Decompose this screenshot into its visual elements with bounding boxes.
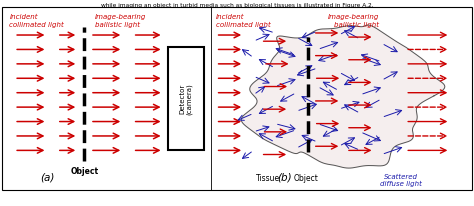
Text: (a): (a) [40, 172, 55, 182]
Bar [2, 7, 472, 190]
Polygon shape [241, 25, 445, 168]
Text: Incident
collimated light: Incident collimated light [216, 14, 271, 28]
Text: Image-bearing
ballistic light: Image-bearing ballistic light [95, 14, 146, 28]
Text: Object: Object [293, 174, 318, 183]
Text: Image-bearing
ballistic light: Image-bearing ballistic light [328, 14, 379, 28]
Text: Object: Object [70, 167, 99, 176]
Text: Incident
collimated light: Incident collimated light [9, 14, 64, 28]
Text: Scattered
diffuse light: Scattered diffuse light [380, 174, 421, 187]
Text: Tissue: Tissue [256, 174, 280, 183]
Text: Detector
(camera): Detector (camera) [179, 83, 193, 115]
Text: while imaging an object in turbid media such as biological tissues is illustrate: while imaging an object in turbid media … [100, 3, 374, 8]
Bar [168, 47, 204, 150]
Text: (b): (b) [277, 172, 292, 182]
